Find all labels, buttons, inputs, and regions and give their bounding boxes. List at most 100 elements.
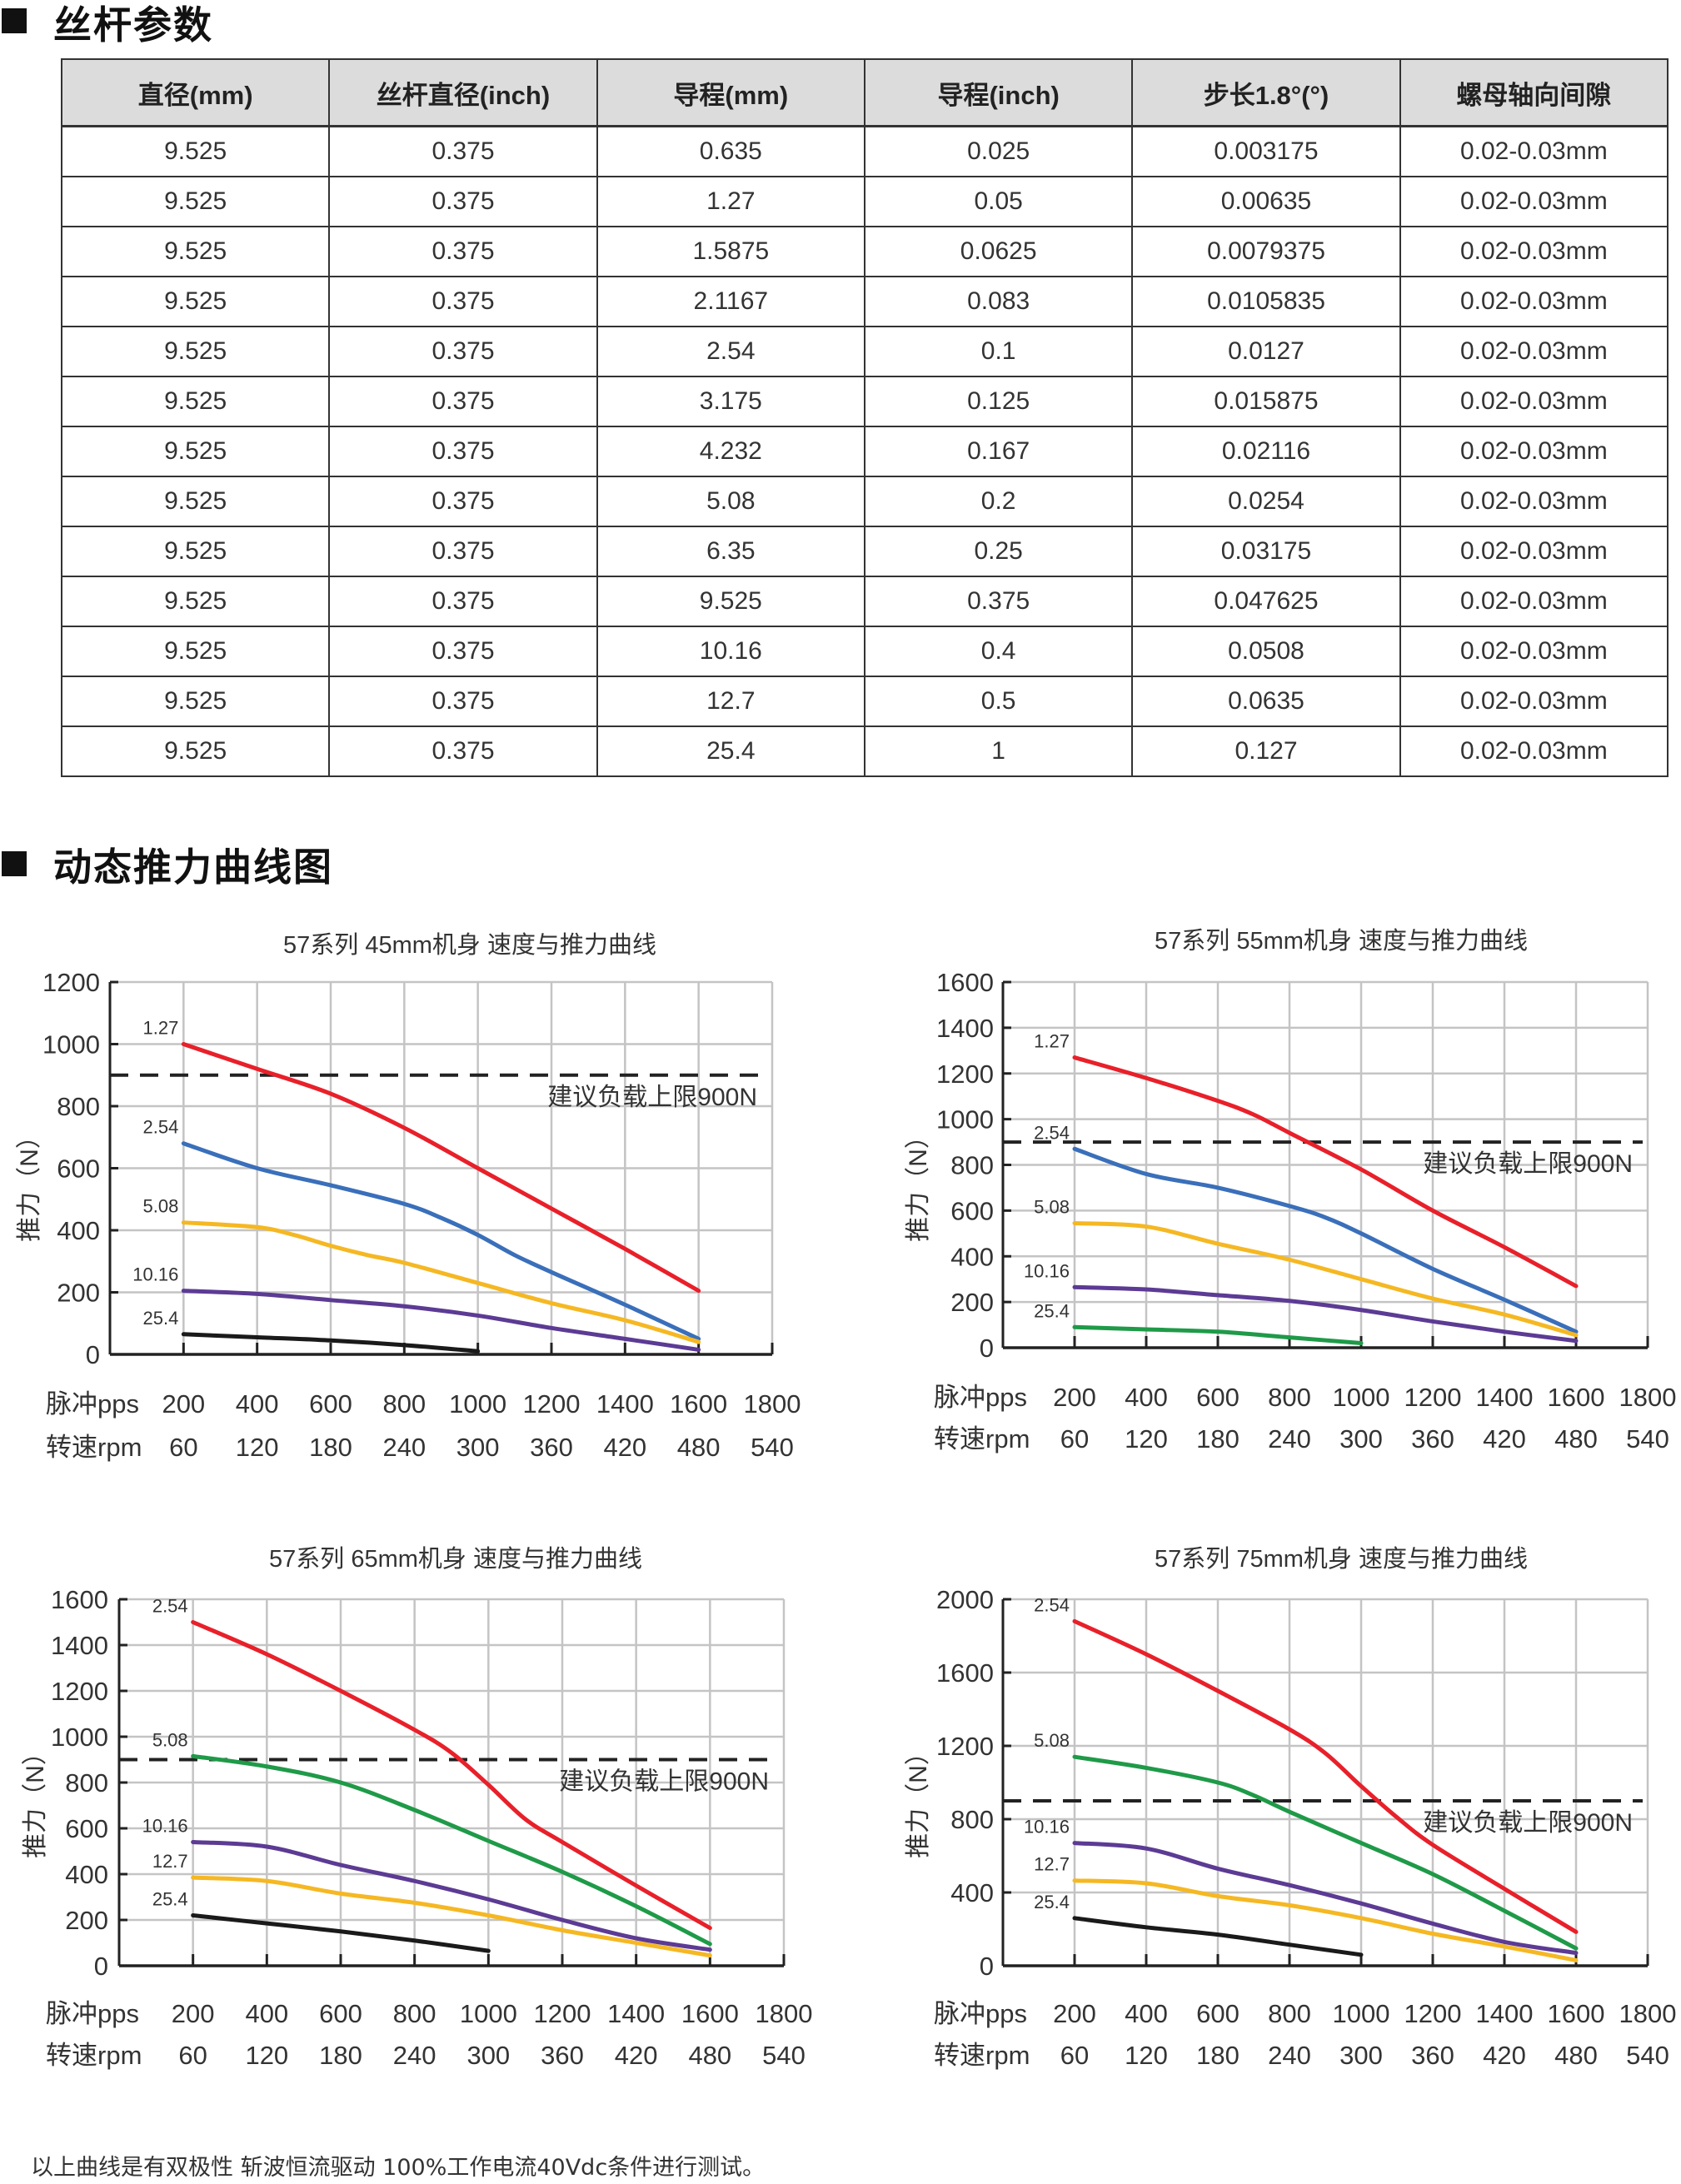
table-cell: 9.525 [60, 676, 331, 727]
x-tick-label-pps: 200 [172, 1999, 215, 2028]
reference-line-label: 建议负载上限900N [1423, 1809, 1633, 1837]
x-tick-label-rpm: 480 [1554, 2041, 1598, 2070]
x-tick-label-rpm: 360 [1411, 2041, 1454, 2070]
series-line-2.54 [191, 1620, 712, 1931]
series-label: 25.4 [1034, 1300, 1070, 1321]
x-tick-label-rpm: 360 [530, 1433, 573, 1462]
table-cell: 0.02-0.03mm [1399, 376, 1669, 427]
x-tick-label-pps: 200 [1053, 1999, 1096, 2028]
x-tick-label-pps: 600 [309, 1389, 352, 1419]
y-tick-label: 1200 [51, 1677, 108, 1706]
y-tick-label: 0 [94, 1952, 108, 1981]
table-cell: 0.375 [328, 276, 598, 327]
table-cell: 0.02-0.03mm [1399, 426, 1669, 477]
x-tick-label-rpm: 300 [1339, 2041, 1383, 2070]
chart-45mm: 57系列 45mm机身 速度与推力曲线 0 200 400 600 800 1000 1200… [0, 908, 841, 1491]
x-tick-label-pps: 1800 [744, 1389, 801, 1419]
y-tick-label: 800 [950, 1805, 994, 1834]
section-marker-icon [2, 8, 27, 33]
table-cell: 0.375 [328, 125, 598, 177]
chart-svg: 57系列 45mm机身 速度与推力曲线 0 200 400 600 800 1000 1200… [16, 931, 801, 1462]
y-tick-label: 1000 [42, 1030, 100, 1060]
x-tick-label-pps: 1200 [1404, 1999, 1462, 2028]
table-cell: 0.375 [328, 476, 598, 527]
x-tick-label-pps: 400 [1125, 1383, 1168, 1412]
x-axis-label-rpm: 转速rpm [934, 2041, 1030, 2070]
y-tick-label: 1600 [936, 1658, 994, 1688]
table-cell: 5.08 [596, 476, 865, 527]
y-tick-label: 400 [57, 1216, 100, 1245]
series-label: 5.08 [143, 1196, 179, 1217]
x-tick-label-rpm: 540 [1626, 2041, 1669, 2070]
series-label: 10.16 [132, 1264, 178, 1285]
table-cell: 0.375 [328, 726, 598, 777]
y-tick-label: 400 [65, 1860, 108, 1889]
table-cell: 0.375 [328, 576, 598, 627]
x-tick-label-pps: 1800 [756, 1999, 813, 2028]
x-tick-label-rpm: 120 [236, 1433, 279, 1462]
column-header: 螺母轴向间隙 [1399, 58, 1669, 127]
x-tick-label-rpm: 540 [751, 1433, 794, 1462]
series-line-2.54 [1072, 1146, 1579, 1334]
table-cell: 0.2 [863, 476, 1134, 527]
series-label: 25.4 [1034, 1892, 1070, 1912]
y-tick-label: 600 [65, 1814, 108, 1843]
x-tick-label-pps: 1000 [1333, 1999, 1390, 2028]
y-axis-label: 推力（N） [905, 1124, 932, 1242]
series-label: 2.54 [143, 1117, 179, 1138]
x-tick-label-pps: 1000 [449, 1389, 506, 1419]
chart-svg: 57系列 55mm机身 速度与推力曲线 0 200 400 600 800 1000 1200… [905, 927, 1676, 1454]
x-tick-label-pps: 600 [319, 1999, 362, 2028]
series-line-25.4 [1072, 1916, 1364, 1957]
table-cell: 9.525 [60, 476, 331, 527]
table-cell: 9.525 [60, 326, 331, 377]
x-tick-label-pps: 1600 [1548, 1999, 1605, 2028]
table-cell: 0.02-0.03mm [1399, 176, 1669, 227]
table-row: 9.525 0.375 12.7 0.5 0.0635 0.02-0.03mm [60, 676, 1669, 727]
x-tick-label-pps: 1000 [460, 1999, 517, 2028]
x-tick-label-pps: 800 [382, 1389, 426, 1419]
table-row: 9.525 0.375 2.1167 0.083 0.0105835 0.02-0.03m… [60, 276, 1669, 327]
x-tick-label-pps: 1400 [1476, 1383, 1534, 1412]
table-cell: 0.02-0.03mm [1399, 125, 1669, 177]
x-tick-label-pps: 1400 [596, 1389, 654, 1419]
table-cell: 0.375 [328, 526, 598, 577]
section-title-curves: 动态推力曲线图 [53, 845, 333, 890]
x-tick-label-rpm: 540 [1626, 1424, 1669, 1454]
x-tick-label-rpm: 420 [1483, 2041, 1526, 2070]
series-line-1.27 [181, 1042, 701, 1294]
table-cell: 0.375 [328, 626, 598, 677]
table-cell: 6.35 [596, 526, 865, 577]
series-label: 10.16 [142, 1816, 188, 1837]
series-line-10.16 [1072, 1841, 1579, 1956]
y-axis-label: 推力（N） [905, 1740, 932, 1858]
table-cell: 1.27 [596, 176, 865, 227]
table-cell: 0.03175 [1131, 526, 1401, 577]
x-tick-label-pps: 1000 [1333, 1383, 1390, 1412]
reference-line-label: 建议负载上限900N [1423, 1150, 1633, 1178]
table-cell: 0.003175 [1131, 125, 1401, 177]
x-tick-label-rpm: 60 [169, 1433, 197, 1462]
table-cell: 0.167 [863, 426, 1134, 477]
table-cell: 0.083 [863, 276, 1134, 327]
y-tick-label: 200 [950, 1288, 994, 1317]
table-cell: 9.525 [60, 276, 331, 327]
table-cell: 0.0625 [863, 226, 1134, 277]
series-label: 25.4 [143, 1308, 179, 1329]
table-cell: 2.54 [596, 326, 865, 377]
table-cell: 9.525 [60, 626, 331, 677]
y-tick-label: 1400 [51, 1631, 108, 1660]
y-tick-label: 1400 [936, 1014, 994, 1043]
x-tick-label-rpm: 420 [603, 1433, 646, 1462]
y-tick-label: 400 [950, 1242, 994, 1271]
y-tick-label: 800 [65, 1768, 108, 1798]
y-tick-label: 1600 [936, 968, 994, 997]
x-tick-label-rpm: 240 [1268, 1424, 1311, 1454]
table-row: 9.525 0.375 6.35 0.25 0.03175 0.02-0.03mm [60, 526, 1669, 577]
table-cell: 10.16 [596, 626, 865, 677]
y-tick-label: 1200 [936, 1732, 994, 1761]
footnote: 以上曲线是有双极性 斩波恒流驱动 100%工作电流40Vdc条件进行测试。 [31, 2155, 766, 2181]
table-cell: 0.0508 [1131, 626, 1401, 677]
table-cell: 0.125 [863, 376, 1134, 427]
x-tick-label-pps: 600 [1196, 1383, 1240, 1412]
